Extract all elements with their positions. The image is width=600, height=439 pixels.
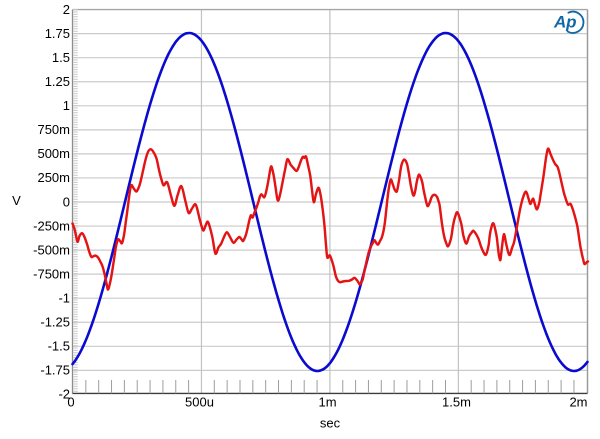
svg-text:-250m: -250m xyxy=(33,218,70,233)
svg-text:500m: 500m xyxy=(37,146,70,161)
svg-text:-500m: -500m xyxy=(33,242,70,257)
svg-text:0: 0 xyxy=(67,395,74,410)
svg-text:1.5: 1.5 xyxy=(52,50,70,65)
svg-text:sec: sec xyxy=(320,416,341,431)
svg-text:2m: 2m xyxy=(569,395,587,410)
svg-text:V: V xyxy=(12,193,21,208)
svg-text:-1: -1 xyxy=(58,291,70,306)
svg-text:Ap: Ap xyxy=(553,13,576,32)
svg-text:1.25: 1.25 xyxy=(45,74,70,89)
svg-text:500u: 500u xyxy=(185,395,214,410)
svg-text:-1.5: -1.5 xyxy=(48,339,70,354)
svg-text:-2: -2 xyxy=(58,387,70,402)
svg-text:1m: 1m xyxy=(318,395,336,410)
svg-text:-1.75: -1.75 xyxy=(40,363,70,378)
svg-text:-1.25: -1.25 xyxy=(40,315,70,330)
svg-text:1: 1 xyxy=(63,98,70,113)
svg-text:0: 0 xyxy=(63,194,70,209)
svg-text:1.75: 1.75 xyxy=(45,26,70,41)
svg-text:2: 2 xyxy=(63,2,70,17)
svg-text:1.5m: 1.5m xyxy=(442,395,471,410)
svg-text:-750m: -750m xyxy=(33,266,70,281)
svg-text:250m: 250m xyxy=(37,170,70,185)
svg-text:750m: 750m xyxy=(37,122,70,137)
